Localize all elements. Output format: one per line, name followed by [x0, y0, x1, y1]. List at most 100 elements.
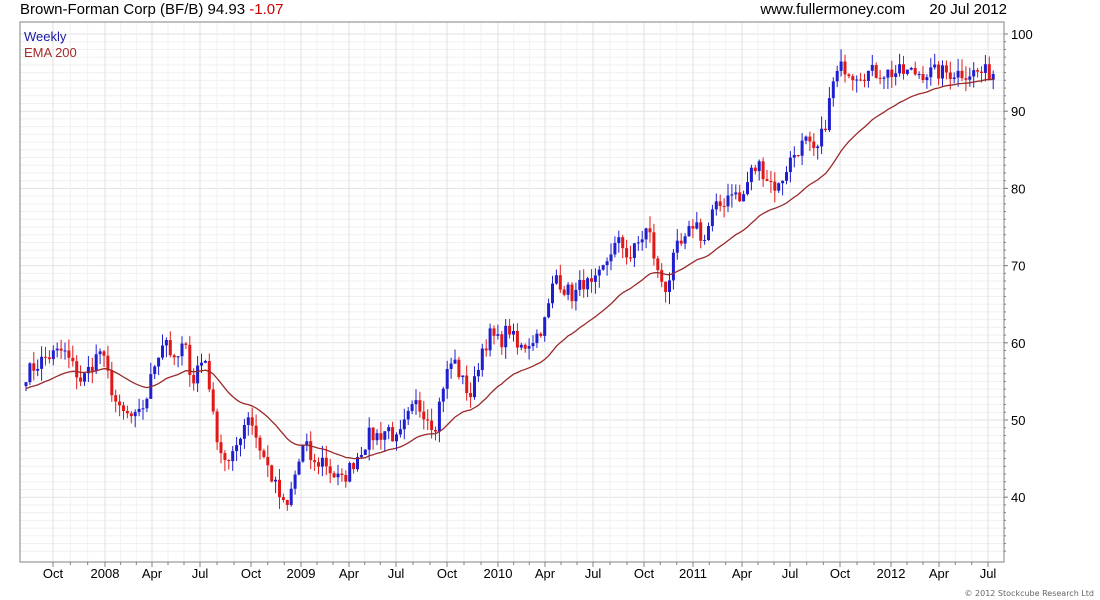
candle-up [734, 192, 738, 195]
candle-down [964, 78, 968, 80]
candle-down [987, 64, 991, 80]
x-tick-label: Jul [192, 566, 209, 581]
candle-up [882, 77, 886, 79]
candle-down [902, 64, 905, 74]
candle-up [180, 343, 184, 357]
candle-down [328, 466, 332, 474]
candle-up [527, 346, 531, 349]
candle-up [336, 473, 340, 478]
candle-up [375, 433, 379, 441]
x-tick-label: Oct [43, 566, 64, 581]
candle-down [71, 357, 75, 362]
candle-down [47, 357, 51, 360]
candle-down [371, 427, 375, 441]
candle-down [59, 348, 63, 351]
candle-up [827, 98, 831, 131]
candle-up [941, 65, 944, 79]
candle-down [508, 325, 512, 335]
candle-up [816, 146, 820, 149]
candle-down [492, 328, 496, 336]
candle-up [40, 356, 44, 369]
candle-down [948, 72, 952, 80]
candle-down [285, 499, 289, 505]
candle-up [274, 479, 278, 482]
x-tick-label: Apr [339, 566, 360, 581]
candle-down [500, 334, 504, 348]
candle-down [465, 375, 469, 394]
candle-up [909, 67, 913, 70]
candle-down [168, 340, 172, 356]
candle-down [324, 457, 328, 467]
candle-up [714, 201, 718, 210]
candle-up [414, 400, 418, 405]
candle-up [28, 363, 32, 383]
candle-down [937, 64, 941, 79]
candle-up [473, 376, 476, 398]
candle-up [363, 449, 367, 455]
candle-up [983, 64, 987, 73]
candle-down [691, 226, 695, 229]
candle-down [172, 355, 176, 358]
candle-up [153, 366, 157, 375]
candle-up [905, 69, 909, 74]
candle-up [289, 488, 293, 505]
candle-up [387, 427, 391, 432]
candle-up [437, 401, 441, 432]
candle-up [746, 182, 749, 195]
candle-down [122, 405, 125, 412]
legend-ema: EMA 200 [24, 45, 77, 60]
candle-down [110, 370, 114, 396]
candle-up [395, 434, 398, 442]
candle-down [769, 181, 773, 183]
candle-down [484, 348, 488, 351]
x-tick-label: Apr [929, 566, 950, 581]
candle-up [488, 328, 492, 351]
candle-down [621, 237, 625, 249]
candle-up [952, 77, 956, 80]
chart-title: Brown-Forman Corp (BF/B) 94.93 -1.07 [20, 1, 283, 18]
candle-up [640, 239, 644, 243]
candle-down [890, 69, 894, 77]
copyright-footer: © 2012 Stockcube Research Ltd [964, 589, 1094, 598]
candle-up [461, 375, 465, 378]
candle-up [383, 431, 387, 440]
candle-up [726, 195, 730, 207]
candle-up [929, 67, 933, 78]
candle-up [476, 369, 480, 377]
candle-down [652, 232, 656, 259]
candle-up [55, 348, 59, 351]
source-site[interactable]: www.fullermoney.com [760, 1, 906, 18]
candle-down [824, 128, 827, 131]
candle-up [683, 236, 687, 244]
candle-down [219, 442, 223, 454]
candle-up [800, 140, 804, 156]
candle-up [710, 209, 714, 227]
y-tick-label: 60 [1011, 336, 1025, 351]
legend-weekly: Weekly [24, 29, 67, 44]
candle-up [410, 404, 414, 411]
candle-down [422, 411, 426, 420]
candle-down [102, 351, 106, 356]
candle-up [305, 441, 309, 446]
chart-source: www.fullermoney.com 20 Jul 2012 [760, 1, 1007, 18]
last-price: 94.93 [207, 1, 246, 18]
candle-up [543, 317, 547, 336]
candle-up [157, 357, 161, 367]
candle-up [804, 136, 808, 141]
candle-down [582, 279, 586, 290]
candle-up [320, 457, 324, 467]
candle-up [348, 463, 352, 482]
candle-up [86, 366, 90, 374]
candle-up [445, 368, 449, 389]
candle-up [855, 79, 859, 81]
candle-up [788, 157, 792, 173]
candle-down [921, 74, 925, 81]
candle-down [812, 141, 816, 149]
candle-up [242, 424, 246, 439]
candle-up [894, 73, 898, 77]
candle-down [699, 222, 703, 241]
candle-up [531, 343, 535, 347]
candle-up [671, 252, 675, 281]
candle-up [839, 61, 843, 71]
candle-up [402, 419, 406, 430]
